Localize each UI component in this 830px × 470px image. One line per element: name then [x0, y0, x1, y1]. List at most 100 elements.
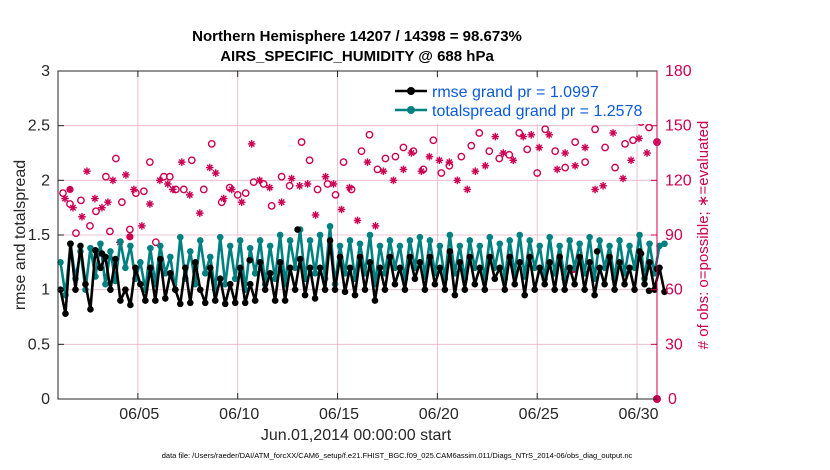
obs-possible-point: [233, 191, 242, 199]
rmse-point: [301, 291, 309, 299]
obs-evaluated-point: [363, 158, 372, 166]
rmse-point: [581, 286, 588, 293]
obs-evaluated-point: [169, 185, 177, 194]
totalspread-point: [291, 264, 299, 272]
obs-possible-point: [259, 180, 268, 188]
obs-evaluated-point: [481, 161, 490, 170]
rmse-point: [421, 286, 429, 293]
rmse-point: [112, 255, 119, 263]
obs-evaluated-point: [295, 182, 304, 190]
totalspread-point: [286, 237, 294, 244]
legend-rmse-marker: [407, 87, 415, 95]
rmse-point: [426, 253, 434, 261]
y-tick-label: 1: [41, 282, 50, 299]
rmse-point: [486, 253, 494, 261]
y-tick-label: 0.5: [28, 336, 50, 353]
totalspread-point: [566, 237, 573, 244]
rmse-point: [291, 286, 299, 293]
obs-possible-point: [117, 198, 126, 207]
obs-evaluated-point: [545, 130, 553, 139]
obs-evaluated-point: [591, 185, 599, 194]
rmse-point: [147, 264, 154, 272]
rmse-point: [221, 300, 229, 308]
obs-evaluated-point: [463, 185, 472, 194]
totalspread-point: [396, 242, 404, 250]
rmse-point: [167, 269, 174, 277]
rmse-point: [606, 253, 613, 261]
obs-possible-point: [541, 125, 550, 134]
rmse-point: [541, 280, 548, 288]
obs-possible-point: [139, 187, 148, 196]
obs-evaluated-point: [509, 156, 518, 165]
rmse-point: [516, 259, 524, 266]
rmse-point: [98, 250, 106, 257]
rmse-point: [501, 286, 509, 293]
rmse-point: [611, 286, 618, 293]
rmse-point: [645, 287, 653, 295]
rmse-point: [241, 299, 249, 307]
obs-evaluated-point: [407, 149, 416, 157]
rmse-point: [142, 297, 149, 304]
right-y-tick-label: 180: [665, 63, 692, 80]
rmse-point: [132, 264, 139, 272]
totalspread-point: [306, 237, 314, 244]
rmse-point: [296, 255, 304, 263]
x-tick-label: 06/30: [618, 406, 658, 423]
rmse-point: [77, 242, 84, 250]
rmse-point: [162, 295, 169, 302]
rmse-point: [386, 253, 394, 261]
totalspread-point: [186, 248, 194, 255]
totalspread-point: [416, 233, 424, 241]
totalspread-point: [201, 269, 209, 277]
totalspread-point: [251, 269, 259, 277]
rmse-point: [276, 259, 284, 266]
chart-subtitle: AIRS_SPECIFIC_HUMIDITY @ 688 hPa: [220, 48, 494, 65]
obs-evaluated-point: [321, 172, 330, 181]
totalspread-point: [606, 242, 613, 250]
obs-evaluated-point: [609, 129, 617, 137]
rmse-point: [436, 264, 444, 272]
totalspread-point: [206, 253, 214, 261]
obs-evaluated-point: [185, 191, 194, 199]
rmse-point: [631, 286, 638, 293]
rmse-point: [356, 253, 364, 261]
obs-evaluated-point: [499, 149, 508, 157]
right-y-tick-label: 60: [665, 282, 683, 299]
totalspread-point: [386, 237, 394, 244]
obs-possible-point: [611, 163, 619, 172]
obs-evaluated-point: [227, 185, 236, 194]
totalspread-point: [506, 237, 514, 244]
totalspread-point: [456, 242, 464, 250]
legend-spread-label: totalspread grand pr = 1.2578: [432, 103, 642, 120]
obs-evaluated-point: [195, 209, 204, 217]
obs-evaluated-point: [337, 205, 346, 214]
totalspread-point: [376, 242, 384, 250]
obs-evaluated-point: [98, 203, 106, 212]
totalspread-point: [366, 231, 374, 239]
totalspread-point: [57, 259, 64, 266]
rmse-line: [59, 239, 666, 316]
y-tick-label: 2.5: [28, 118, 50, 135]
obs-evaluated-point: [471, 167, 480, 176]
obs-possible-point: [165, 172, 174, 181]
obs-evaluated-point: [109, 176, 117, 185]
totalspread-point: [176, 233, 184, 241]
rmse-point: [526, 253, 534, 261]
totalspread-point: [221, 280, 229, 288]
rmse-point: [576, 253, 583, 261]
rmse-point: [246, 256, 253, 264]
x-tick-labels: 06/05 06/10 06/15 06/20 06/25 06/30: [119, 406, 658, 423]
obs-possible-point: [399, 143, 408, 152]
totalspread-point: [336, 242, 344, 250]
x-tick-label: 06/15: [319, 406, 359, 423]
rmse-point: [496, 264, 504, 272]
rmse-point: [451, 291, 459, 299]
obs-possible-point: [297, 138, 306, 146]
rmse-point: [294, 226, 301, 233]
totalspread-point: [526, 237, 534, 244]
obs-evaluated-point: [78, 212, 86, 221]
totalspread-point: [596, 237, 603, 244]
rmse-point: [546, 259, 553, 266]
totalspread-point: [426, 237, 434, 244]
obs-evaluated-point: [122, 171, 130, 179]
